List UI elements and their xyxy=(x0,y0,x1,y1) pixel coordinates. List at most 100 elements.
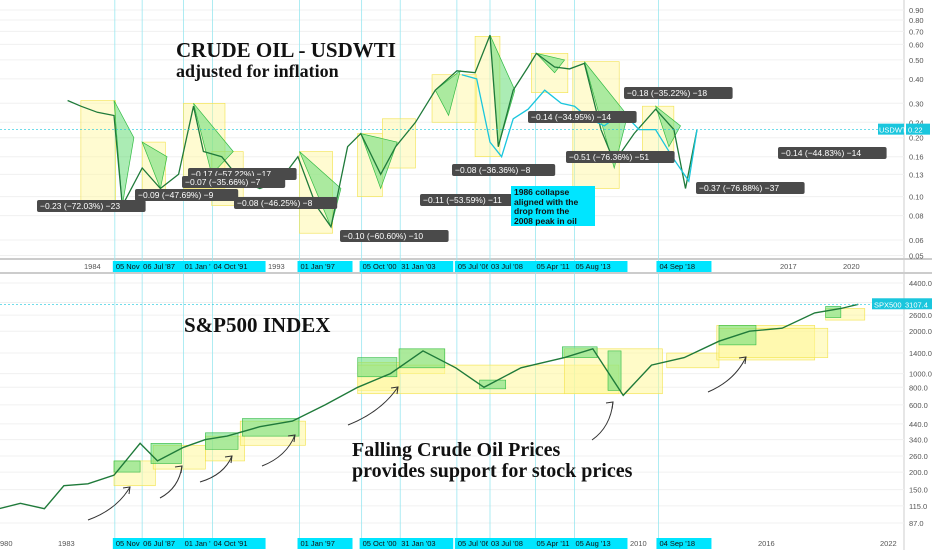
oil-date-marker-bg xyxy=(181,261,237,272)
spx-x-tick: 980 xyxy=(0,539,13,548)
spx-series-label: SPX500 xyxy=(874,300,902,309)
oil-drawdown-label: −0.37 (−76.88%) −37 xyxy=(699,183,779,193)
spx-y-tick: 115.0 xyxy=(909,502,927,511)
oil-date-marker: 05 Jul '06 xyxy=(458,262,490,271)
oil-date-marker-bg xyxy=(210,261,266,272)
spx-y-tick: 200.0 xyxy=(909,468,928,477)
spx-y-tick: 440.0 xyxy=(909,420,928,429)
spx-y-tick: 340.0 xyxy=(909,436,928,445)
oil-drawdown-label: −0.14 (−44.83%) −14 xyxy=(781,148,861,158)
oil-drawdown-label-bg xyxy=(234,197,338,209)
oil-date-marker: 05 Aug '13 xyxy=(575,262,610,271)
oil-date-marker-bg xyxy=(533,261,589,272)
spx-date-marker: 04 Sep '18 xyxy=(659,539,695,548)
oil-overlay-line xyxy=(461,74,698,183)
spx-x-tick: 2016 xyxy=(758,539,775,548)
oil-date-marker-bg xyxy=(297,261,353,272)
spx-y-tick: 600.0 xyxy=(909,401,928,410)
oil-drawdown-label: −0.23 (−72.03%) −23 xyxy=(40,201,120,211)
oil-drawdown-label-bg xyxy=(420,194,529,206)
oil-y-tick: 0.24 xyxy=(909,118,924,127)
spx-y-tick: 260.0 xyxy=(909,452,928,461)
spx-y-tick: 2600.0 xyxy=(909,311,932,320)
oil-green-triangle xyxy=(434,69,461,117)
oil-drawdown-label-bg xyxy=(624,87,733,99)
spx-price-line xyxy=(0,303,859,510)
oil-price-line xyxy=(67,34,698,229)
oil-green-triangle xyxy=(113,100,135,206)
oil-note-line: 1986 collapse xyxy=(514,187,570,197)
support-arrow xyxy=(87,486,131,521)
spx-date-marker-bg xyxy=(398,538,454,549)
oil-drawdown-label-bg xyxy=(182,176,286,188)
oil-date-marker-bg xyxy=(359,261,415,272)
spx-date-marker-bg xyxy=(656,538,712,549)
support-arrow xyxy=(347,386,399,426)
oil-x-tick: 2017 xyxy=(780,262,797,271)
oil-date-marker: 01 Jan '97 xyxy=(301,262,335,271)
oil-date-marker: 31 Jan '03 xyxy=(401,262,435,271)
spx-green-box xyxy=(398,348,446,369)
oil-y-tick: 0.80 xyxy=(909,16,924,25)
spx-y-tick: 1400.0 xyxy=(909,349,932,358)
oil-date-marker: 06 Jul '87 xyxy=(143,262,175,271)
oil-date-marker-bg xyxy=(454,261,510,272)
oil-y-tick: 0.08 xyxy=(909,212,924,221)
support-arrow-head xyxy=(224,455,233,464)
oil-y-tick: 0.06 xyxy=(909,236,924,245)
spx-x-tick: 2010 xyxy=(630,539,647,548)
spx-series-badge xyxy=(872,298,904,310)
spx-green-box xyxy=(150,443,182,464)
oil-green-triangle xyxy=(193,103,234,176)
oil-date-marker: 03 Jul '08 xyxy=(491,262,523,271)
support-arrow xyxy=(707,356,747,393)
support-arrow-head xyxy=(287,434,296,443)
oil-x-tick: 1984 xyxy=(84,262,101,271)
oil-date-marker: 05 Nov '85 xyxy=(116,262,152,271)
support-arrow xyxy=(159,465,183,499)
spx-green-box xyxy=(205,432,239,450)
spx-green-box xyxy=(607,350,622,391)
support-arrow-head xyxy=(605,401,614,410)
oil-y-tick: 0.50 xyxy=(909,56,924,65)
spx-last-value-badge xyxy=(904,298,932,310)
spx-green-box xyxy=(113,460,141,473)
spx-y-tick: 150.0 xyxy=(909,486,928,495)
spx-date-marker: 05 Oct '00 xyxy=(363,539,397,548)
support-arrow-head xyxy=(174,465,183,474)
oil-date-marker: 01 Jan '90 xyxy=(185,262,219,271)
spx-last-value: 3107.4 xyxy=(905,300,928,309)
support-arrow-head xyxy=(122,486,131,495)
oil-date-marker-bg xyxy=(656,261,712,272)
oil-drawdown-label: −0.18 (−35.22%) −18 xyxy=(627,88,707,98)
spx-annotation-line2: provides support for stock prices xyxy=(352,460,633,482)
oil-green-triangle xyxy=(141,141,168,190)
oil-note-line: 2008 peak in oil xyxy=(514,215,577,226)
oil-drawdown-label: −0.09 (−47.69%) −9 xyxy=(138,190,214,200)
support-arrow-head xyxy=(390,386,399,395)
oil-drawdown-label: −0.17 (−57.22%) −17 xyxy=(191,169,271,179)
oil-drawdown-label: −0.10 (−60.60%) −10 xyxy=(343,231,423,241)
spx-date-marker: 05 Jul '06 xyxy=(458,539,490,548)
oil-y-tick: 0.05 xyxy=(909,251,924,260)
spx-date-marker-bg xyxy=(488,538,543,549)
spx-date-marker-bg xyxy=(533,538,589,549)
spx-date-marker: 05 Apr '11 xyxy=(537,539,570,548)
spx-date-marker-bg xyxy=(572,538,628,549)
spx-date-marker: 06 Jul '87 xyxy=(143,539,175,548)
spx-x-tick: 2022 xyxy=(880,539,897,548)
oil-drawdown-label: −0.51 (−76.36%) −51 xyxy=(569,152,649,162)
oil-drawdown-label: −0.08 (−46.25%) −8 xyxy=(237,198,313,208)
spx-date-marker-bg xyxy=(140,538,196,549)
support-arrow xyxy=(199,455,233,483)
oil-note-box: 1986 collapse aligned with the drop from… xyxy=(511,186,595,226)
support-arrow-head xyxy=(738,356,747,365)
oil-drawdown-label: −0.14 (−34.95%) −14 xyxy=(531,112,611,122)
oil-y-tick: 0.60 xyxy=(909,40,924,49)
oil-chart-title: CRUDE OIL - USDWTI xyxy=(176,38,396,62)
spx-date-marker-bg xyxy=(454,538,510,549)
oil-date-marker: 04 Oct '91 xyxy=(214,262,248,271)
oil-drawdown-label-bg xyxy=(135,189,239,201)
oil-date-marker-bg xyxy=(572,261,628,272)
